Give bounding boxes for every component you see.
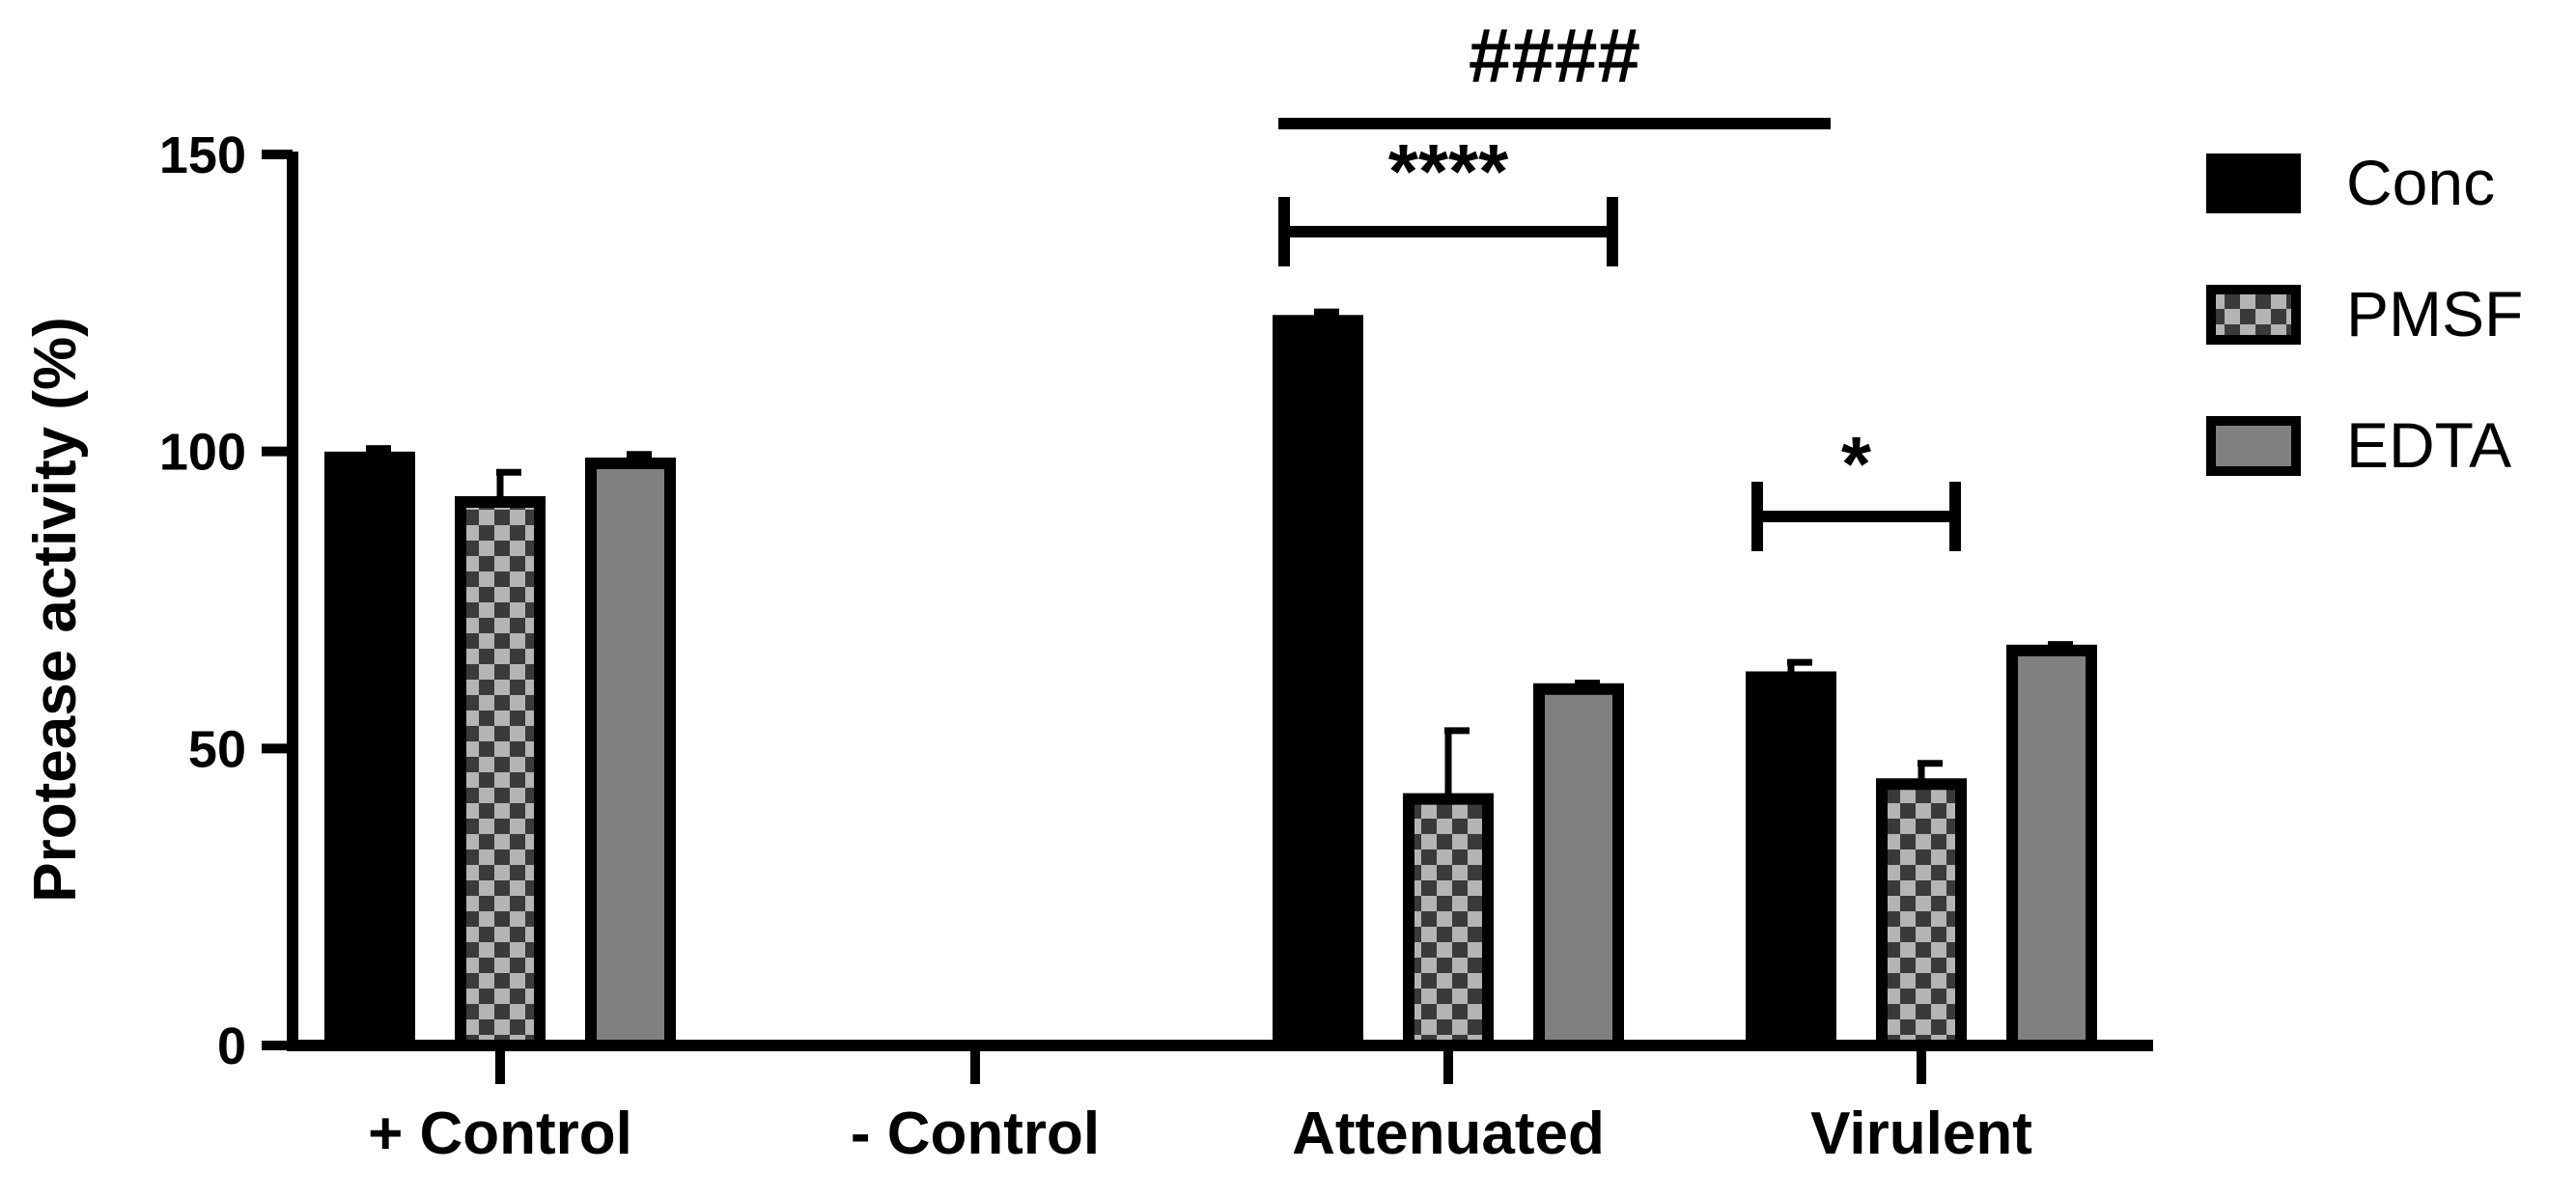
bar-attenuated-pmsf	[1403, 793, 1494, 1051]
legend-label-edta: EDTA	[2346, 409, 2511, 481]
y-axis-label: Protease activity (%)	[22, 317, 89, 902]
x-tick-label-control: - Control	[851, 1100, 1100, 1167]
legend: Conc PMSF EDTA	[2206, 147, 2523, 481]
bar-virulent-edta	[2006, 644, 2097, 1051]
bar-control-pmsf	[455, 495, 546, 1051]
significance-layer: ####*****	[1278, 13, 1961, 551]
significance-2-label: ****	[1388, 128, 1509, 214]
labels-layer: 0 50 100 150 + Control - Control Attenuated Vir…	[22, 126, 2032, 1167]
significance-1-label: ####	[1469, 13, 1640, 98]
bar-virulent-pmsf	[1876, 778, 1967, 1052]
bars-layer	[324, 308, 2097, 1052]
bar-attenuated-conc	[1273, 315, 1363, 1051]
x-tick-label-virulent: Virulent	[1810, 1100, 2032, 1167]
significance-3-label: *	[1841, 421, 1872, 507]
legend-label-conc: Conc	[2346, 147, 2495, 218]
bar-attenuated-edta	[1533, 683, 1624, 1051]
legend-swatch-pmsf	[2206, 285, 2301, 345]
bar-control-conc	[324, 451, 415, 1051]
y-tick-label-100: 100	[159, 424, 246, 482]
y-tick-label-50: 50	[188, 720, 246, 778]
axes-layer	[262, 150, 2153, 1084]
bar-control-edta	[585, 457, 676, 1051]
x-tick-label-attenuated: Attenuated	[1292, 1100, 1605, 1167]
x-tick-label-control: + Control	[368, 1100, 632, 1167]
bar-virulent-conc	[1746, 671, 1836, 1051]
legend-swatch-edta	[2206, 416, 2301, 476]
legend-label-pmsf: PMSF	[2346, 278, 2523, 349]
y-tick-label-0: 0	[217, 1017, 246, 1075]
y-tick-label-150: 150	[159, 126, 246, 184]
legend-swatch-conc	[2206, 153, 2301, 213]
